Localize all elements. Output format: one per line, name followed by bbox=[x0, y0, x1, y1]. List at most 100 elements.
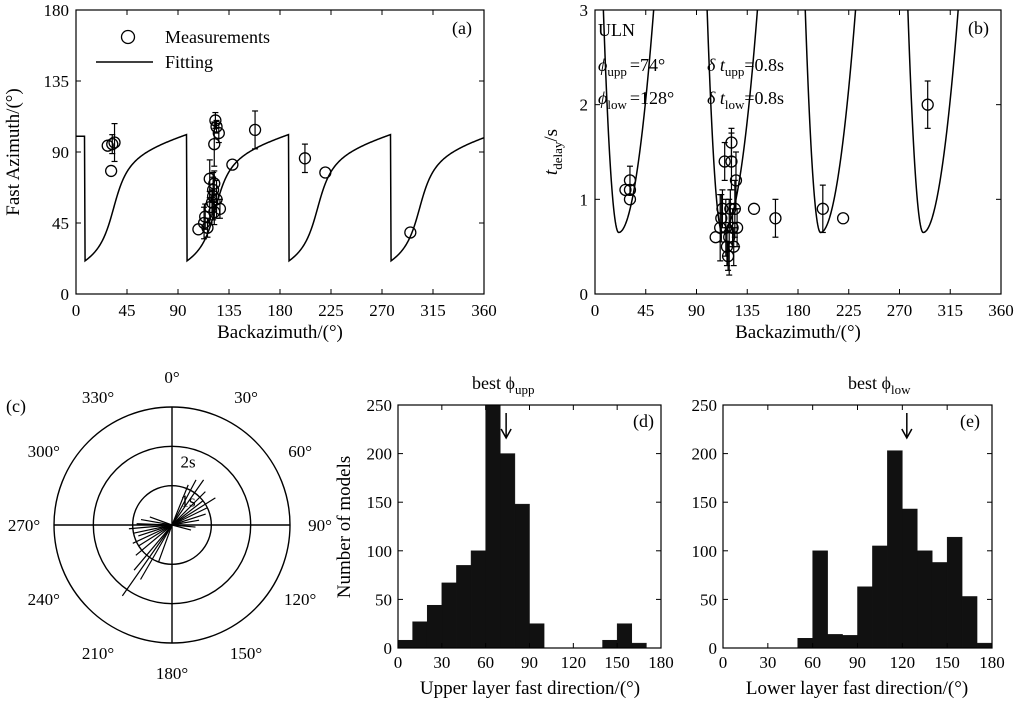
histogram-bar bbox=[976, 642, 993, 649]
x-tick-label: 360 bbox=[988, 301, 1014, 320]
panel-b-plot-layer bbox=[594, 9, 1002, 295]
panel-c-label: (c) bbox=[6, 396, 26, 417]
histogram-bar bbox=[426, 604, 443, 649]
measurement-marker bbox=[208, 137, 221, 151]
panel-b-label: (b) bbox=[968, 18, 989, 39]
fitting-curve bbox=[76, 133, 484, 263]
measurement-marker bbox=[201, 221, 214, 234]
x-tick-label: 30 bbox=[433, 653, 450, 672]
polar-ray bbox=[140, 524, 173, 580]
measurement-marker bbox=[623, 174, 637, 187]
polar-ray bbox=[171, 479, 205, 526]
polar-ray bbox=[171, 497, 216, 526]
polar-angle-label: 240° bbox=[28, 590, 60, 609]
measurement-marker bbox=[212, 126, 225, 140]
panel-d-title: best ϕupp bbox=[472, 373, 534, 397]
measurement-marker bbox=[108, 136, 121, 149]
panel-e-title: best ϕlow bbox=[848, 373, 911, 397]
panel-e-plot-layer bbox=[722, 404, 993, 649]
polar-ray bbox=[121, 524, 173, 597]
histogram-bar bbox=[931, 562, 948, 649]
x-tick-label: 360 bbox=[471, 301, 497, 320]
histogram-bar bbox=[631, 642, 647, 649]
panel-e-x-tick-labels: 0 30 60 90 120 150 180 bbox=[719, 653, 1005, 672]
panel-e-label: (e) bbox=[960, 411, 980, 432]
histogram-bar bbox=[842, 635, 858, 649]
y-tick-label: 2 bbox=[580, 96, 589, 115]
panel-d-y-tick-labels: 0 50 100 150 200 250 bbox=[367, 396, 393, 658]
polar-ray bbox=[138, 524, 173, 547]
y-tick-label: 0 bbox=[384, 639, 393, 658]
dt-upp-annotation: δ tupp=0.8s bbox=[707, 55, 784, 79]
y-label-unit: /s bbox=[541, 129, 562, 142]
histogram-bar bbox=[946, 536, 963, 649]
x-tick-label: 270 bbox=[887, 301, 913, 320]
panel-a-y-axis-label: Fast Azimuth/(°) bbox=[3, 88, 24, 215]
x-tick-label: 45 bbox=[637, 301, 654, 320]
legend-measurements-label: Measurements bbox=[165, 27, 270, 47]
panel-d-plot-layer bbox=[397, 404, 662, 649]
histogram-bar bbox=[397, 639, 413, 649]
measurement-marker bbox=[921, 98, 934, 111]
x-tick-label: 60 bbox=[477, 653, 494, 672]
y-tick-label: 90 bbox=[52, 143, 69, 162]
polar-ray bbox=[171, 513, 206, 526]
panel-a-x-tick-labels: 0 45 90 135 180 225 270 315 360 bbox=[72, 301, 497, 320]
panel-e-y-tick-labels: 0 50 100 150 200 250 bbox=[692, 396, 718, 658]
histogram-bar bbox=[887, 450, 903, 649]
y-tick-label: 100 bbox=[367, 542, 393, 561]
panel-d-upper-histogram: 0 30 60 90 120 150 180 0 50 100 150 200 250 Upper l… bbox=[334, 373, 674, 699]
polar-ray bbox=[149, 516, 173, 526]
x-tick-label: 30 bbox=[759, 653, 776, 672]
panel-b-delay-time: 0 45 90 135 180 225 270 315 360 0 1 2 3 Backazimuth… bbox=[541, 1, 1014, 343]
x-tick-label: 60 bbox=[804, 653, 821, 672]
histogram-bar bbox=[456, 565, 472, 649]
x-tick-label: 135 bbox=[735, 301, 761, 320]
y-tick-label: 150 bbox=[692, 493, 718, 512]
y-tick-label: 3 bbox=[580, 1, 589, 20]
polar-angle-label: 120° bbox=[284, 590, 316, 609]
x-tick-label: 135 bbox=[216, 301, 242, 320]
x-tick-label: 90 bbox=[688, 301, 705, 320]
x-tick-label: 225 bbox=[836, 301, 862, 320]
measurement-marker bbox=[725, 155, 738, 168]
polar-ray bbox=[138, 524, 173, 537]
measurement-marker bbox=[729, 174, 743, 187]
x-tick-label: 90 bbox=[521, 653, 538, 672]
histogram-bar bbox=[500, 453, 516, 649]
measurement-marker bbox=[208, 177, 221, 190]
panel-a-label: (a) bbox=[452, 18, 472, 39]
measurement-marker bbox=[210, 120, 223, 133]
polar-ray bbox=[171, 484, 189, 526]
polar-ring-label: 2s bbox=[180, 452, 195, 471]
y-tick-label: 250 bbox=[692, 396, 718, 415]
y-label-sub: delay bbox=[550, 141, 565, 170]
histogram-bar bbox=[602, 639, 618, 649]
polar-ray bbox=[171, 500, 204, 526]
y-tick-label: 100 bbox=[692, 542, 718, 561]
polar-ray bbox=[132, 524, 173, 544]
x-tick-label: 90 bbox=[170, 301, 187, 320]
panel-b-x-axis-label: Backazimuth/(°) bbox=[735, 322, 861, 343]
polar-ray bbox=[136, 523, 173, 526]
y-tick-label: 0 bbox=[709, 639, 718, 658]
panel-b-y-tick-labels: 0 1 2 3 bbox=[580, 1, 589, 304]
polar-ray bbox=[157, 524, 173, 563]
y-tick-label: 0 bbox=[61, 285, 70, 304]
histogram-bar bbox=[412, 621, 428, 649]
measurement-marker bbox=[730, 221, 744, 234]
fitting-curve bbox=[602, 10, 959, 234]
best-arrow-head bbox=[901, 428, 913, 440]
histogram-bar bbox=[441, 582, 457, 649]
polar-angle-label: 330° bbox=[82, 388, 114, 407]
phi-low-annotation: ϕlow =128° bbox=[598, 88, 674, 112]
polar-ray bbox=[171, 524, 192, 531]
y-tick-label: 250 bbox=[367, 396, 393, 415]
measurement-marker bbox=[404, 226, 417, 239]
polar-angle-label: 90° bbox=[308, 516, 332, 535]
polar-ray bbox=[171, 507, 208, 526]
panel-d-frame bbox=[397, 404, 662, 649]
y-tick-label: 135 bbox=[44, 72, 70, 91]
measurement-marker bbox=[209, 114, 222, 127]
